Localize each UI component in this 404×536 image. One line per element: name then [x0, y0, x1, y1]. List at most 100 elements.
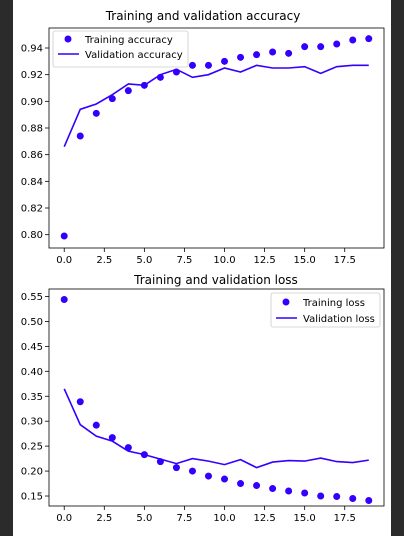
loss-xtick: 7.5	[176, 506, 192, 524]
training-accuracy-point	[92, 109, 100, 117]
accuracy-ytick: 0.84	[21, 177, 49, 188]
training-accuracy-point	[285, 49, 293, 57]
loss-ytick: 0.35	[21, 392, 49, 403]
legend-marker-training-loss	[282, 298, 290, 306]
training-accuracy-point	[124, 87, 132, 95]
loss-legend-box	[270, 292, 381, 328]
accuracy-ytick-label: 0.82	[21, 204, 43, 215]
loss-ytick-label: 0.15	[21, 492, 43, 503]
loss-chart-title: Training and validation loss	[133, 273, 298, 287]
training-accuracy-point	[237, 53, 245, 61]
training-accuracy-point	[188, 61, 196, 69]
accuracy-ytick: 0.88	[21, 124, 49, 135]
accuracy-ytick: 0.94	[21, 44, 49, 55]
training-loss-point	[221, 475, 229, 483]
accuracy-xtick-label: 12.5	[253, 255, 275, 266]
loss-ytick: 0.20	[21, 467, 49, 478]
accuracy-ytick-label: 0.84	[21, 177, 43, 188]
training-accuracy-point	[204, 61, 212, 69]
loss-ytick-label: 0.40	[21, 367, 43, 378]
accuracy-chart: Training and validation accuracy 0.0 2.5 5…	[21, 9, 385, 266]
accuracy-xtick: 2.5	[96, 248, 112, 266]
accuracy-xtick-label: 0.0	[56, 255, 72, 266]
loss-xtick: 0.0	[56, 506, 72, 524]
accuracy-axes-frame	[48, 27, 385, 249]
accuracy-xtick-label: 2.5	[96, 255, 112, 266]
accuracy-xtick: 15.0	[294, 248, 316, 266]
accuracy-xtick-label: 17.5	[334, 255, 356, 266]
loss-ytick: 0.45	[21, 342, 49, 353]
training-loss-point	[60, 295, 68, 303]
accuracy-ytick-label: 0.86	[21, 150, 43, 161]
training-accuracy-point	[301, 43, 309, 51]
accuracy-legend: Training accuracy Validation accuracy	[52, 30, 189, 68]
loss-xtick-label: 7.5	[176, 513, 192, 524]
loss-ytick-label: 0.55	[21, 292, 43, 303]
training-accuracy-point	[108, 95, 116, 103]
training-accuracy-point	[349, 36, 357, 44]
loss-chart: Training and validation loss 0.0 2.5 5.0 7.…	[21, 273, 385, 524]
training-loss-point	[92, 421, 100, 429]
training-accuracy-point	[60, 232, 68, 240]
training-loss-point	[269, 485, 277, 493]
training-accuracy-point	[253, 51, 261, 59]
training-loss-point	[285, 487, 293, 495]
loss-xtick-label: 0.0	[56, 513, 72, 524]
accuracy-xtick: 5.0	[136, 248, 152, 266]
accuracy-xtick: 7.5	[176, 248, 192, 266]
loss-xtick: 5.0	[136, 506, 152, 524]
accuracy-xtick-label: 5.0	[136, 255, 152, 266]
accuracy-legend-box	[52, 30, 189, 68]
legend-marker-training-accuracy	[64, 35, 72, 43]
training-accuracy-point	[333, 40, 341, 48]
training-accuracy-point	[269, 48, 277, 56]
accuracy-xtick: 12.5	[253, 248, 276, 266]
accuracy-ytick-label: 0.94	[21, 44, 43, 55]
loss-xtick: 10.0	[213, 506, 236, 524]
accuracy-ytick-label: 0.80	[21, 230, 43, 241]
loss-xtick: 15.0	[294, 506, 316, 524]
loss-ytick-label: 0.45	[21, 342, 43, 353]
loss-ytick-label: 0.20	[21, 467, 43, 478]
training-accuracy-point	[317, 43, 325, 51]
accuracy-ytick-label: 0.92	[21, 70, 43, 81]
legend-label-training-loss: Training loss	[302, 298, 365, 309]
training-loss-point	[172, 464, 180, 472]
accuracy-plot-area: 0.0 2.5 5.0 7.5 10.0 12.5 15.0 17.5 0.80 0.82 0.84…	[21, 35, 373, 266]
loss-ytick: 0.50	[21, 317, 49, 328]
loss-ytick: 0.30	[21, 417, 49, 428]
loss-ytick-label: 0.30	[21, 417, 43, 428]
training-accuracy-point	[221, 57, 229, 65]
accuracy-xtick: 17.5	[334, 248, 356, 266]
loss-ytick-label: 0.50	[21, 317, 43, 328]
accuracy-xtick: 0.0	[56, 248, 72, 266]
training-loss-point	[349, 495, 357, 503]
training-loss-point	[317, 492, 325, 500]
charts-svg: Training and validation accuracy 0.0 2.5 5…	[21, 9, 385, 524]
loss-xtick-label: 15.0	[294, 513, 316, 524]
figure: Training and validation accuracy 0.0 2.5 5…	[13, 0, 391, 536]
loss-ytick-label: 0.25	[21, 442, 43, 453]
training-loss-point	[237, 480, 245, 488]
accuracy-xtick-label: 15.0	[294, 255, 316, 266]
accuracy-ytick: 0.90	[21, 97, 49, 108]
loss-ytick: 0.55	[21, 292, 49, 303]
training-loss-point	[204, 472, 212, 480]
validation-loss-line	[63, 388, 369, 469]
loss-ytick: 0.15	[21, 492, 49, 503]
accuracy-ytick-label: 0.90	[21, 97, 43, 108]
accuracy-ytick: 0.80	[21, 230, 49, 241]
accuracy-ytick: 0.82	[21, 204, 49, 215]
training-loss-point	[76, 398, 84, 406]
training-loss-point	[188, 467, 196, 475]
loss-xtick: 17.5	[334, 506, 356, 524]
loss-xtick: 12.5	[253, 506, 276, 524]
loss-xtick-label: 5.0	[136, 513, 152, 524]
loss-ytick-label: 0.35	[21, 392, 43, 403]
accuracy-ytick: 0.86	[21, 150, 49, 161]
training-loss-point	[253, 482, 261, 490]
legend-label-validation-accuracy: Validation accuracy	[85, 50, 183, 61]
loss-xtick-label: 10.0	[213, 513, 235, 524]
loss-xtick-label: 2.5	[96, 513, 112, 524]
legend-label-training-accuracy: Training accuracy	[84, 35, 173, 46]
